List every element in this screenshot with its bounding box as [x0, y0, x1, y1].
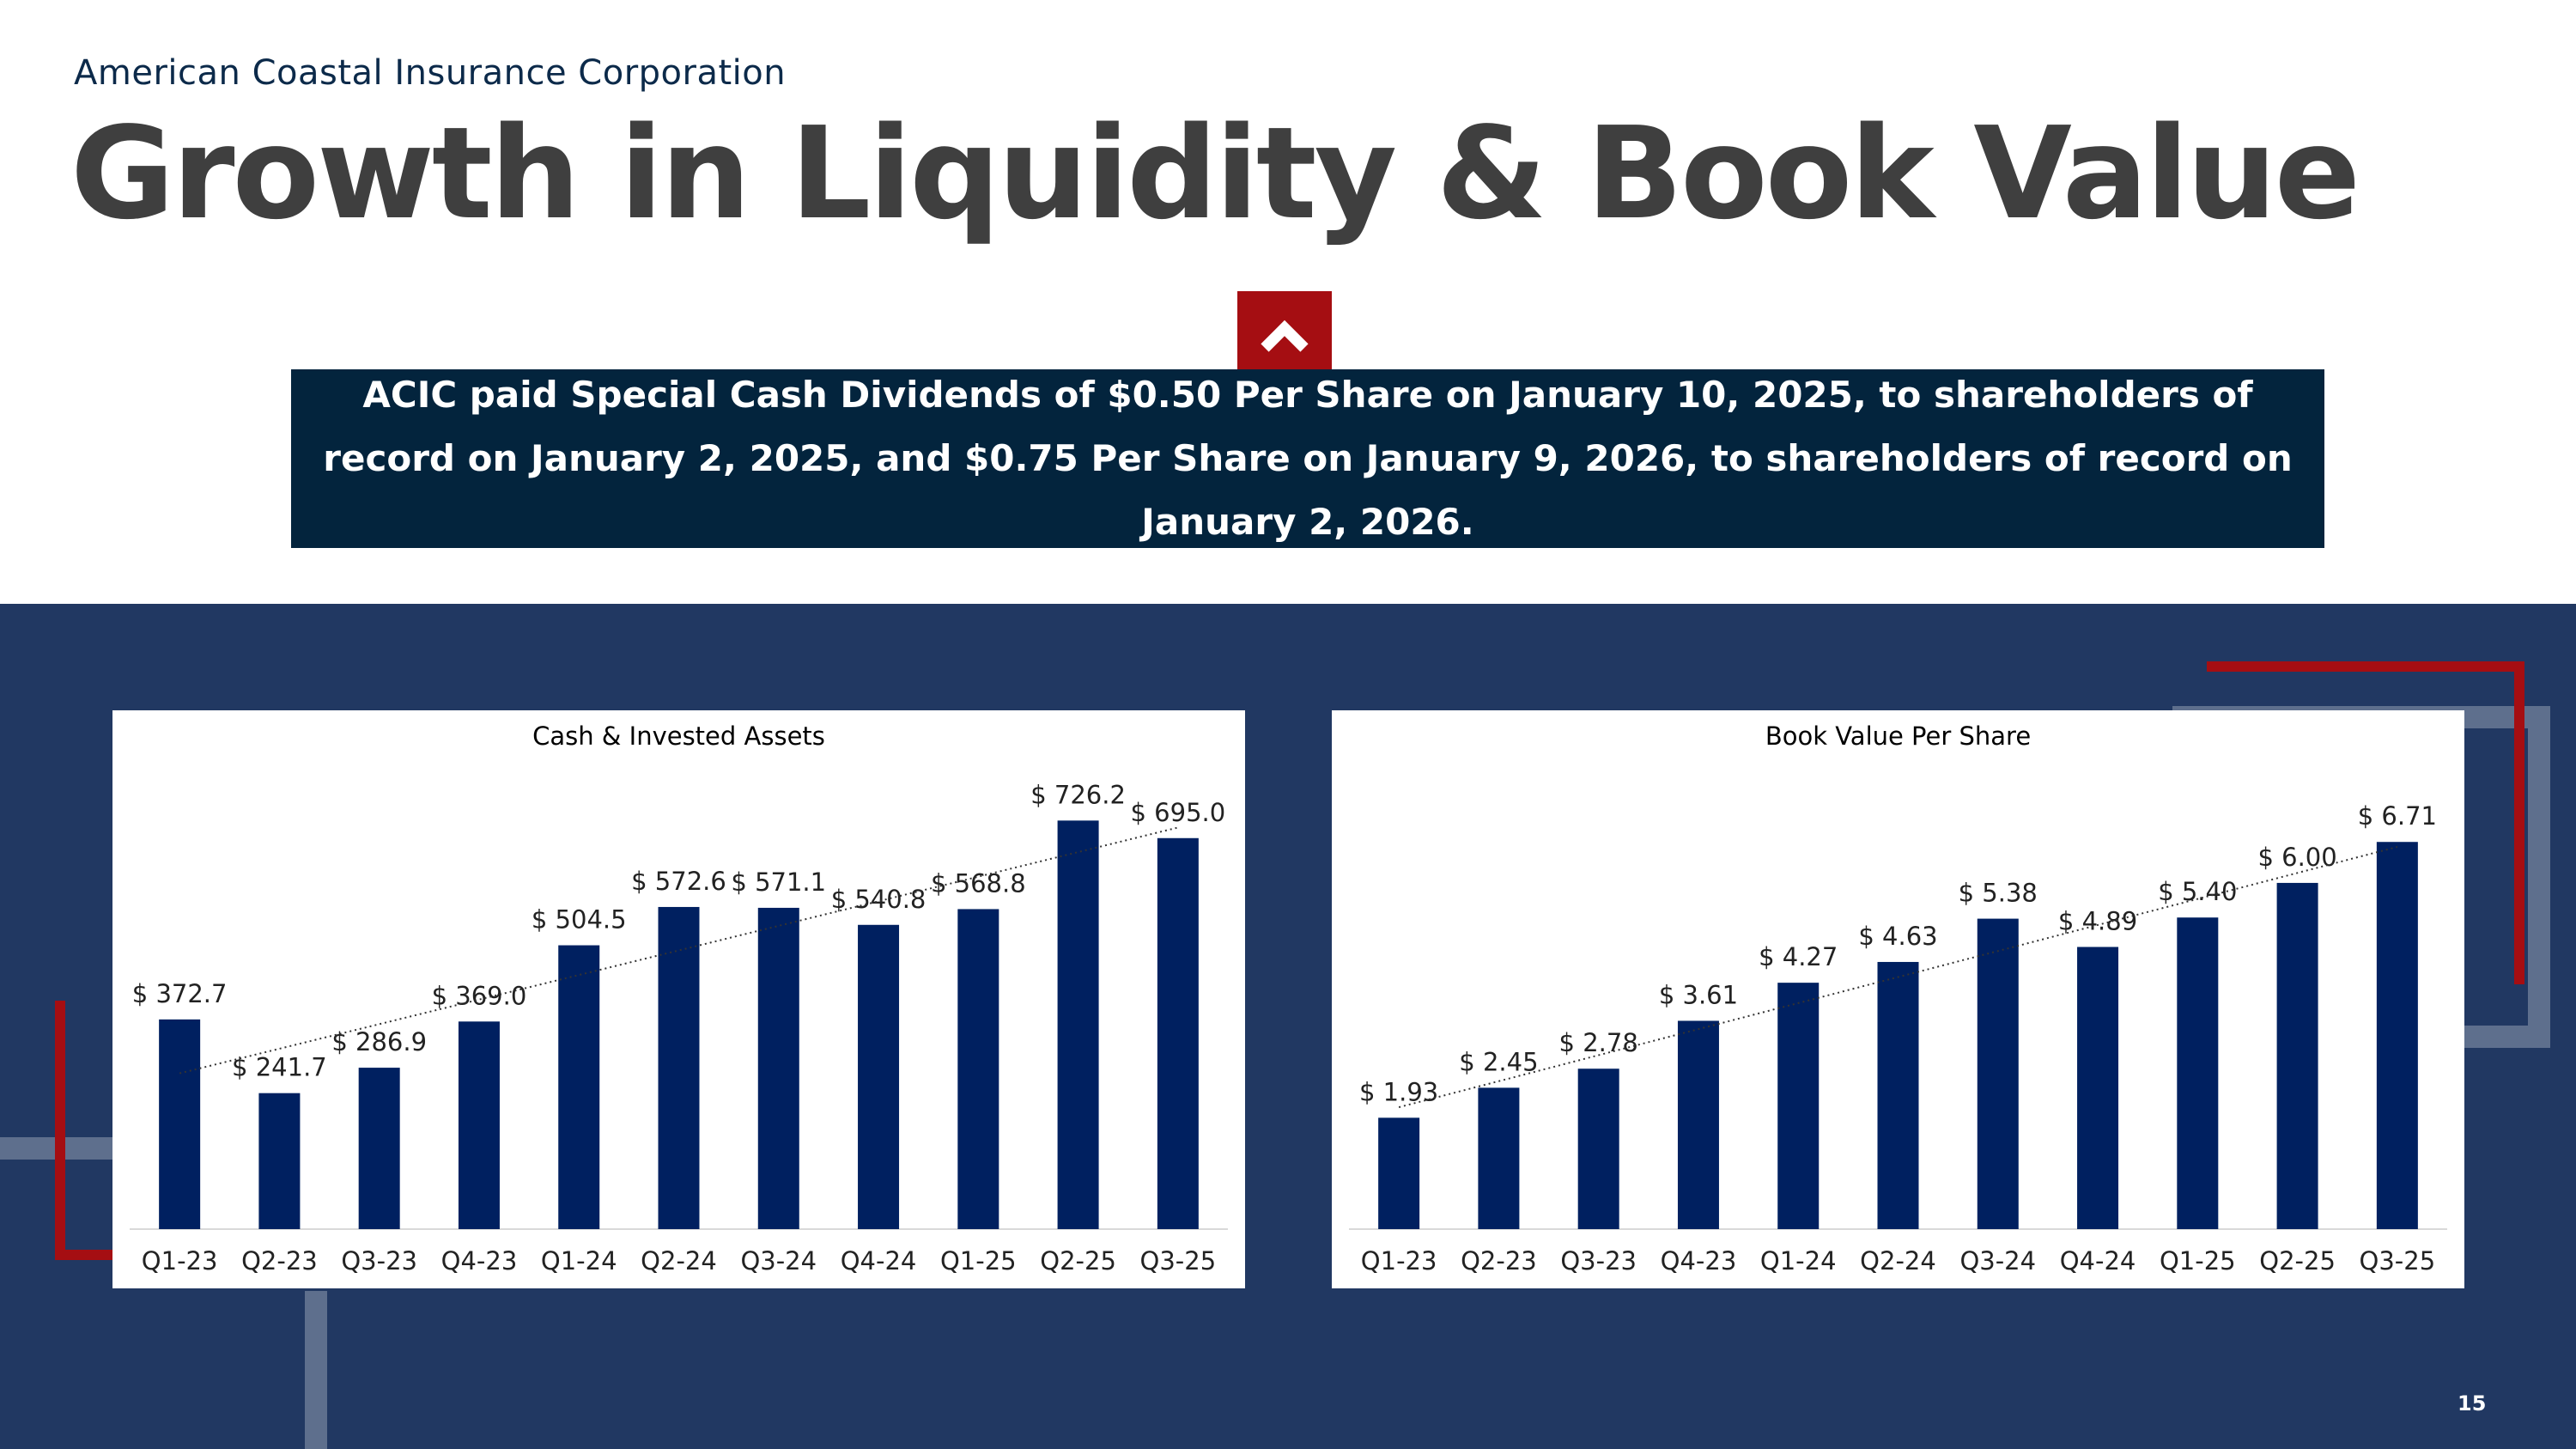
- bar-q2-24: [658, 906, 700, 1229]
- tick-label-q1-25: Q1-25: [2160, 1246, 2236, 1275]
- bar-q3-25: [1157, 837, 1199, 1229]
- tick-label-q2-25: Q2-25: [1040, 1246, 1116, 1275]
- company-name: American Coastal Insurance Corporation: [74, 53, 787, 93]
- tick-label-q1-24: Q1-24: [541, 1246, 617, 1275]
- bar-q4-24: [2077, 947, 2119, 1229]
- tick-label-q3-24: Q3-24: [1959, 1246, 2036, 1275]
- bar-q2-25: [1057, 820, 1099, 1229]
- trendline: [179, 826, 1179, 1075]
- data-label-q3-23: $ 2.78: [1559, 1028, 1638, 1057]
- data-label-q1-23: $ 1.93: [1359, 1077, 1438, 1106]
- bar-q1-23: [1378, 1117, 1420, 1229]
- bar-q3-23: [358, 1068, 400, 1229]
- deco-red-horizontal-right: [2207, 661, 2524, 672]
- tick-label-q2-23: Q2-23: [1461, 1246, 1537, 1275]
- bar-q1-25: [957, 909, 999, 1229]
- data-label-q4-24: $ 4.89: [2058, 906, 2137, 935]
- data-label-q1-23: $ 372.7: [132, 979, 228, 1008]
- tick-label-q4-23: Q4-23: [1661, 1246, 1737, 1275]
- tick-label-q4-24: Q4-24: [841, 1246, 917, 1275]
- bar-q3-24: [1977, 918, 2019, 1229]
- data-label-q3-25: $ 695.0: [1131, 798, 1226, 827]
- deco-light-vertical-left: [305, 1291, 327, 1449]
- chart-svg-left: Cash & Invested Assets $ 372.7 Q1-23 $ 241.…: [130, 721, 1228, 1275]
- tick-label-q2-24: Q2-24: [1860, 1246, 1936, 1275]
- data-label-q1-24: $ 4.27: [1759, 942, 1838, 971]
- tick-label-q3-23: Q3-23: [1560, 1246, 1637, 1275]
- data-label-q4-23: $ 3.61: [1659, 980, 1738, 1009]
- tick-label-q3-25: Q3-25: [2360, 1246, 2436, 1275]
- chart-title: Book Value Per Share: [1765, 721, 2031, 751]
- data-label-q1-25: $ 5.40: [2158, 877, 2237, 906]
- page-number: 15: [2458, 1391, 2487, 1416]
- tick-label-q4-23: Q4-23: [441, 1246, 518, 1275]
- bar-q4-23: [1677, 1020, 1719, 1229]
- tick-label-q2-23: Q2-23: [241, 1246, 318, 1275]
- bar-q1-25: [2177, 917, 2219, 1229]
- data-label-q3-25: $ 6.71: [2358, 801, 2437, 831]
- data-label-q2-24: $ 4.63: [1858, 922, 1937, 951]
- data-label-q2-23: $ 2.45: [1459, 1047, 1538, 1076]
- bar-q1-23: [159, 1019, 201, 1229]
- data-label-q4-23: $ 369.0: [432, 981, 527, 1010]
- tick-label-q2-25: Q2-25: [2259, 1246, 2336, 1275]
- chevron-up-icon: [1261, 320, 1309, 352]
- tick-label-q2-24: Q2-24: [641, 1246, 717, 1275]
- tick-label-q3-23: Q3-23: [341, 1246, 417, 1275]
- bar-q3-25: [2376, 842, 2418, 1229]
- chart-book-value-per-share: Book Value Per Share $ 1.93 Q1-23 $ 2.45 Q2-…: [1332, 710, 2464, 1288]
- data-label-q2-23: $ 241.7: [232, 1053, 327, 1082]
- bar-q2-23: [258, 1093, 301, 1229]
- deco-red-vertical-left: [55, 1001, 65, 1260]
- data-label-q3-24: $ 5.38: [1959, 879, 2038, 908]
- tick-label-q1-23: Q1-23: [142, 1246, 218, 1275]
- page-title: Growth in Liquidity & Book Value: [70, 100, 2360, 247]
- chart-svg-right: Book Value Per Share $ 1.93 Q1-23 $ 2.45 Q2-…: [1349, 721, 2447, 1275]
- bar-q3-23: [1577, 1068, 1619, 1229]
- data-label-q3-23: $ 286.9: [331, 1027, 427, 1056]
- bar-q4-24: [858, 924, 900, 1229]
- dividend-callout: ACIC paid Special Cash Dividends of $0.5…: [291, 369, 2324, 548]
- dividend-callout-text: ACIC paid Special Cash Dividends of $0.5…: [323, 374, 2293, 543]
- bar-q2-24: [1877, 961, 1919, 1229]
- chart-cash-invested-assets: Cash & Invested Assets $ 372.7 Q1-23 $ 241.…: [112, 710, 1245, 1288]
- data-label-q3-24: $ 571.1: [731, 868, 826, 897]
- data-label-q2-24: $ 572.6: [631, 867, 726, 896]
- tick-label-q1-24: Q1-24: [1760, 1246, 1837, 1275]
- bar-q2-25: [2276, 882, 2318, 1229]
- deco-red-vertical-right: [2514, 661, 2524, 984]
- tick-label-q3-24: Q3-24: [740, 1246, 817, 1275]
- bar-q1-24: [1777, 983, 1820, 1229]
- tick-label-q3-25: Q3-25: [1140, 1246, 1217, 1275]
- chart-title: Cash & Invested Assets: [532, 721, 825, 751]
- bar-q2-23: [1478, 1087, 1520, 1229]
- data-label-q1-24: $ 504.5: [532, 905, 627, 935]
- trendline: [1398, 846, 2398, 1109]
- bar-q4-23: [458, 1021, 500, 1229]
- data-label-q2-25: $ 726.2: [1030, 780, 1126, 809]
- tick-label-q1-23: Q1-23: [1361, 1246, 1437, 1275]
- tick-label-q1-25: Q1-25: [940, 1246, 1017, 1275]
- data-label-q1-25: $ 568.8: [931, 868, 1026, 898]
- data-label-q2-25: $ 6.00: [2257, 843, 2336, 872]
- tick-label-q4-24: Q4-24: [2060, 1246, 2136, 1275]
- bar-q1-24: [558, 945, 600, 1229]
- bar-q3-24: [757, 907, 799, 1229]
- data-label-q4-24: $ 540.8: [831, 885, 927, 914]
